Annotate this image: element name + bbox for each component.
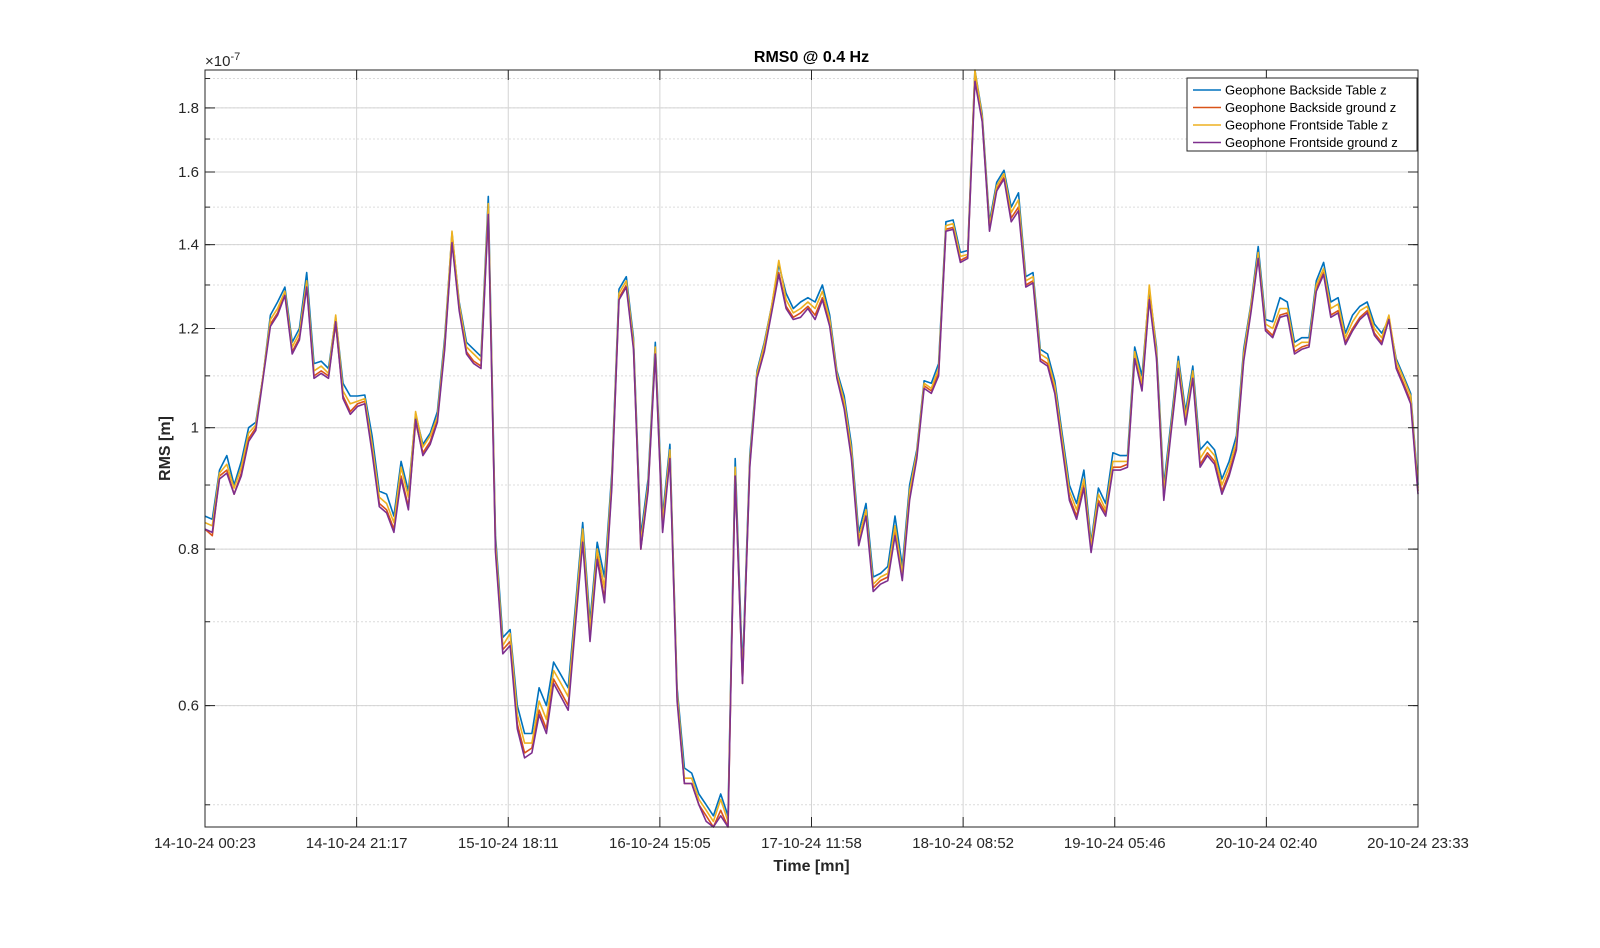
x-tick-label: 14-10-24 21:17: [306, 835, 408, 852]
y-tick-label: 1: [191, 420, 199, 437]
series-line-4: [204, 80, 1419, 828]
y-tick-labels: 0.6 0.8 1 1.2 1.4 1.6 1.8: [178, 100, 199, 715]
legend-entry: Geophone Frontside Table z: [1225, 118, 1388, 133]
legend-entry: Geophone Frontside ground z: [1225, 135, 1398, 150]
y-tick-label: 1.8: [178, 100, 199, 117]
series-lines: [204, 69, 1419, 828]
chart-title: RMS0 @ 0.4 Hz: [754, 49, 869, 66]
x-tick-label: 20-10-24 23:33: [1367, 835, 1469, 852]
y-tick-label: 1.2: [178, 321, 199, 338]
x-tick-label: 14-10-24 00:23: [154, 835, 256, 852]
x-tick-label: 16-10-24 15:05: [609, 835, 711, 852]
legend-entry: Geophone Backside Table z: [1225, 83, 1387, 98]
legend: Geophone Backside Table z Geophone Backsi…: [1186, 77, 1418, 152]
y-axis-multiplier: ×10-7: [205, 51, 240, 70]
x-tick-label: 18-10-24 08:52: [912, 835, 1014, 852]
x-tick-labels: 14-10-24 00:23 14-10-24 21:17 15-10-24 18:…: [154, 835, 1469, 852]
x-tick-label: 19-10-24 05:46: [1064, 835, 1166, 852]
x-tick-label: 20-10-24 02:40: [1216, 835, 1318, 852]
x-tick-label: 17-10-24 11:58: [761, 835, 862, 852]
y-tick-label: 1.4: [178, 237, 199, 254]
legend-entry: Geophone Backside ground z: [1225, 100, 1396, 115]
y-tick-label: 0.6: [178, 698, 199, 715]
series-line-1: [204, 69, 1419, 817]
y-axis-label: RMS [m]: [157, 416, 174, 481]
series-line-3: [204, 69, 1419, 823]
x-axis-label: Time [mn]: [773, 858, 849, 875]
y-tick-label: 0.8: [178, 541, 199, 558]
x-tick-label: 15-10-24 18:11: [458, 835, 559, 852]
y-tick-label: 1.6: [178, 164, 199, 181]
legend-box: [1186, 77, 1418, 152]
